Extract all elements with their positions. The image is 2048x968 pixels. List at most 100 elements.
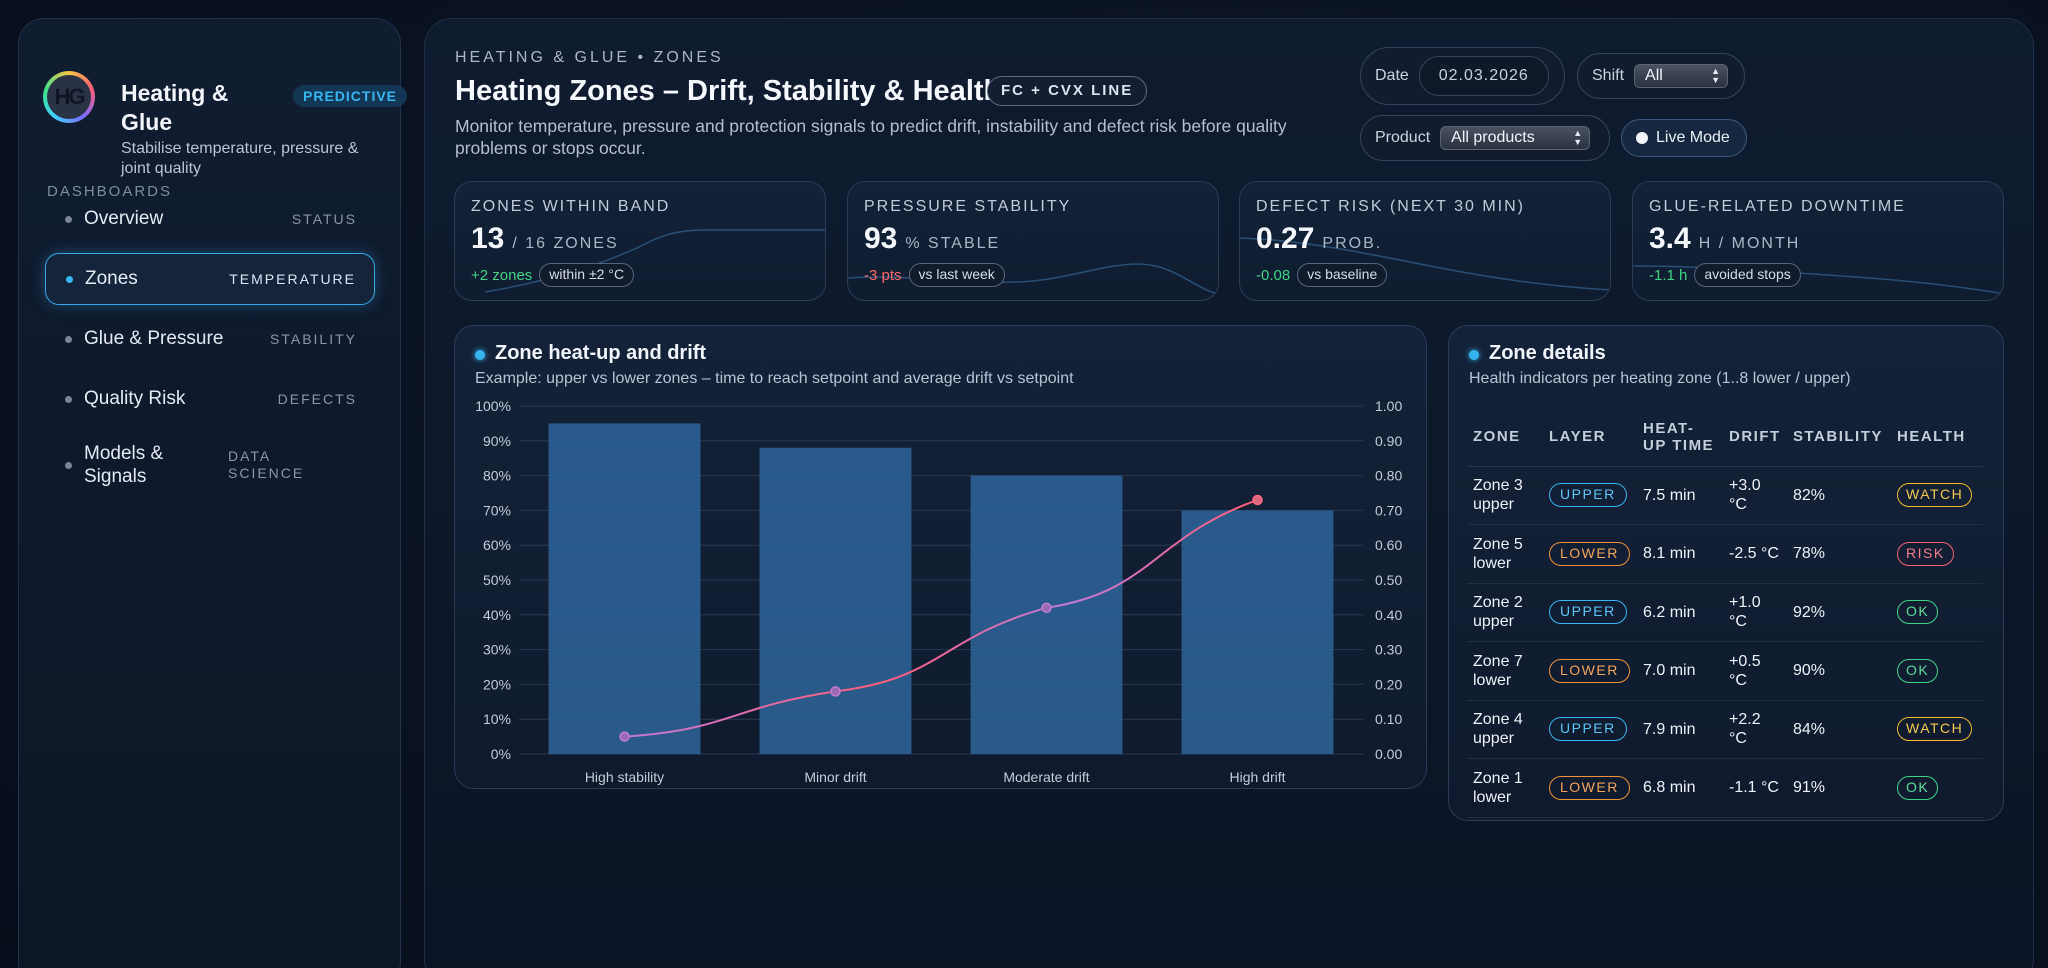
table-row[interactable]: Zone 1 lower LOWER 6.8 min -1.1 °C 91% OK	[1467, 758, 1983, 818]
live-mode-toggle[interactable]: Live Mode	[1621, 119, 1747, 157]
zone-cell: Zone 4 upper	[1467, 700, 1543, 759]
y-tick-left: 0%	[491, 746, 511, 762]
y-tick-left: 20%	[483, 676, 511, 692]
drift-point[interactable]	[1252, 494, 1263, 506]
kpi-footer: -0.08 vs baseline	[1256, 263, 1388, 287]
nav-item-zones[interactable]: Zones TEMPERATURE	[45, 253, 375, 305]
nav-dot	[65, 395, 72, 403]
kpi-title: PRESSURE STABILITY	[864, 198, 1072, 215]
kpi-delta: -0.08	[1256, 266, 1291, 284]
zone-cell: Zone 3 upper	[1467, 466, 1543, 525]
bar[interactable]	[970, 475, 1123, 754]
kpi-title: DEFECT RISK (NEXT 30 MIN)	[1256, 198, 1525, 215]
y-tick-right: 0.70	[1375, 502, 1402, 518]
zone-cell: Zone 1 lower	[1467, 758, 1543, 818]
product-select[interactable]: All products ▲ ▼	[1440, 126, 1591, 150]
chart-bars	[548, 423, 1334, 754]
nav-dot	[66, 275, 73, 283]
y-tick-right: 0.80	[1375, 468, 1402, 484]
health-cell: OK	[1891, 641, 1983, 701]
heatup-cell: 7.5 min	[1637, 466, 1723, 525]
nav-item-quality-risk[interactable]: Quality Risk DEFECTS	[45, 373, 375, 425]
kpi-title: GLUE-RELATED DOWNTIME	[1649, 198, 1906, 215]
zone-drift-chart: 0% 0.00 10% 0.10 20% 0.20 30% 0.30 40% 0.40 50% 0.5…	[475, 398, 1402, 785]
drift-point[interactable]	[1041, 602, 1052, 614]
kpi-context-pill: vs baseline	[1297, 263, 1388, 287]
kpi-value: 0.27 PROB.	[1256, 222, 1382, 256]
heatup-cell: 6.8 min	[1637, 758, 1723, 818]
health-cell: WATCH	[1891, 700, 1983, 759]
y-tick-right: 0.40	[1375, 607, 1402, 623]
table-row[interactable]: Zone 7 lower LOWER 7.0 min +0.5 °C 90% OK	[1467, 641, 1983, 701]
card-dot-icon	[475, 350, 485, 360]
y-tick-left: 50%	[483, 572, 511, 588]
product-control: Product All products ▲ ▼	[1360, 115, 1610, 161]
product-select-value: All products	[1451, 129, 1535, 146]
zone-cell: Zone 7 lower	[1467, 641, 1543, 701]
layer-cell: UPPER	[1543, 583, 1637, 642]
logo-text: HG	[47, 75, 91, 119]
zone-details-card: Zone details Health indicators per heati…	[1448, 325, 2004, 821]
select-arrows-icon: ▲ ▼	[1573, 128, 1583, 147]
kpi-sparkline	[1633, 265, 2003, 295]
health-cell: OK	[1891, 583, 1983, 642]
shift-label: Shift	[1592, 67, 1625, 84]
table-row[interactable]: Zone 5 lower LOWER 8.1 min -2.5 °C 78% RISK	[1467, 524, 1983, 584]
layer-pill: UPPER	[1549, 600, 1627, 625]
date-label: Date	[1375, 67, 1409, 84]
shift-select[interactable]: All ▲ ▼	[1634, 64, 1729, 88]
date-input[interactable]: 02.03.2026	[1418, 56, 1549, 96]
kpi-card-pressure-stability: PRESSURE STABILITY 93 % STABLE -3 pts vs…	[847, 181, 1219, 301]
page-title: Heating Zones – Drift, Stability & Healt…	[455, 75, 1002, 107]
col-header-drift: DRIFT	[1723, 408, 1787, 467]
drift-point[interactable]	[619, 731, 630, 742]
nav-item-glue-pressure[interactable]: Glue & Pressure STABILITY	[45, 313, 375, 365]
drift-cell: +1.0 °C	[1723, 583, 1787, 642]
health-pill: WATCH	[1897, 717, 1973, 742]
drift-cell: +3.0 °C	[1723, 466, 1787, 525]
stability-cell: 84%	[1787, 700, 1891, 759]
heatup-cell: 8.1 min	[1637, 524, 1723, 584]
drift-line	[624, 499, 1258, 738]
kpi-card-glue-downtime: GLUE-RELATED DOWNTIME 3.4 H / MONTH -1.1…	[1632, 181, 2004, 301]
nav-dot	[65, 461, 72, 469]
chart-card-title: Zone heat-up and drift	[495, 342, 707, 364]
y-tick-right: 0.30	[1375, 642, 1402, 658]
nav-item-tag: STATUS	[291, 211, 357, 227]
bar[interactable]	[548, 423, 701, 754]
zone-details-table: ZONE LAYER HEAT-UP TIME DRIFT STABILITY …	[1467, 408, 1983, 818]
nav-item-overview[interactable]: Overview STATUS	[45, 193, 375, 245]
y-tick-left: 90%	[483, 433, 511, 449]
y-tick-left: 40%	[483, 607, 511, 623]
layer-pill: LOWER	[1549, 658, 1630, 683]
y-tick-left: 100%	[475, 398, 511, 414]
nav-item-tag: STABILITY	[270, 331, 357, 347]
brand: HG Heating & Glue PREDICTIVE Stabilise t…	[43, 49, 408, 177]
y-tick-right: 0.50	[1375, 572, 1402, 588]
stability-cell: 78%	[1787, 524, 1891, 584]
health-pill: RISK	[1897, 541, 1954, 566]
nav-dot	[65, 215, 72, 223]
nav-item-label: Zones	[85, 268, 138, 289]
drift-cell: -2.5 °C	[1723, 524, 1787, 584]
x-tick-label: High stability	[585, 769, 664, 785]
bar[interactable]	[1181, 510, 1334, 754]
shift-control: Shift All ▲ ▼	[1577, 53, 1745, 99]
table-row[interactable]: Zone 2 upper UPPER 6.2 min +1.0 °C 92% OK	[1467, 583, 1983, 642]
layer-cell: LOWER	[1543, 641, 1637, 701]
kpi-delta: -3 pts	[864, 266, 902, 284]
y-tick-right: 0.20	[1375, 676, 1402, 692]
bar[interactable]	[759, 447, 912, 754]
table-row[interactable]: Zone 3 upper UPPER 7.5 min +3.0 °C 82% WATCH	[1467, 466, 1983, 525]
health-cell: RISK	[1891, 524, 1983, 584]
nav-item-tag: DEFECTS	[277, 391, 357, 407]
x-tick-label: Moderate drift	[1003, 769, 1089, 785]
y-tick-right: 0.10	[1375, 711, 1402, 727]
layer-pill: UPPER	[1549, 483, 1627, 508]
nav-item-label: Quality Risk	[84, 388, 186, 409]
nav-item-label: Models & Signals	[84, 443, 164, 487]
drift-point[interactable]	[830, 686, 841, 697]
nav-item-models-signals[interactable]: Models & Signals DATA SCIENCE	[45, 439, 375, 491]
kpi-sparkline	[1240, 237, 1610, 291]
table-row[interactable]: Zone 4 upper UPPER 7.9 min +2.2 °C 84% WATCH	[1467, 700, 1983, 759]
